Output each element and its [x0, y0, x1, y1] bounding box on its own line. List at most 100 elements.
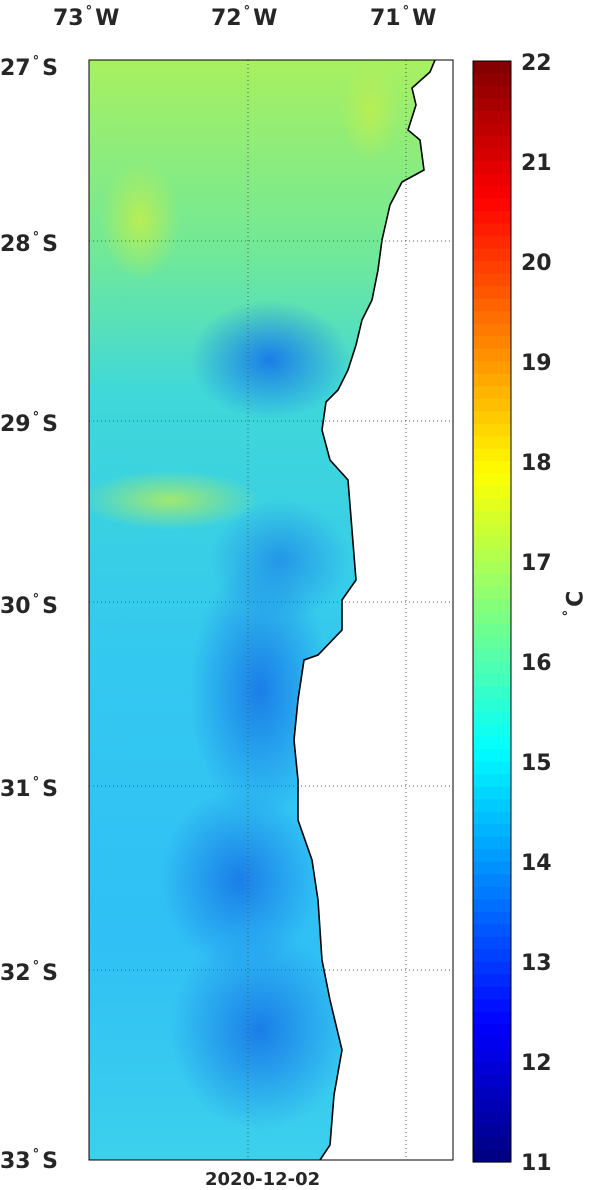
colorbar-step — [473, 586, 511, 600]
colorbar-step — [473, 974, 511, 988]
colorbar-step — [473, 361, 511, 375]
colorbar-step — [473, 661, 511, 675]
colorbar-step — [473, 749, 511, 763]
colorbar-step — [473, 411, 511, 425]
colorbar-step — [473, 236, 511, 250]
lat-label: 33 ° S — [0, 1147, 58, 1174]
colorbar-step — [473, 1074, 511, 1088]
map-date: 2020-12-02 — [205, 1169, 321, 1190]
colorbar-step — [473, 1011, 511, 1025]
colorbar-step — [473, 173, 511, 187]
colorbar-step — [473, 286, 511, 300]
colorbar-step — [473, 336, 511, 350]
lon-label: 72 ° W — [211, 4, 278, 31]
colorbar-step — [473, 111, 511, 125]
colorbar-tick: 20 — [521, 251, 552, 276]
colorbar-step — [473, 1049, 511, 1063]
colorbar-step — [473, 924, 511, 938]
colorbar-step — [473, 461, 511, 475]
colorbar-step — [473, 861, 511, 875]
colorbar-step — [473, 686, 511, 700]
colorbar-step — [473, 799, 511, 813]
colorbar-tick: 18 — [521, 451, 552, 476]
colorbar-step — [473, 548, 511, 563]
colorbar-tick: 11 — [521, 1151, 552, 1176]
colorbar-step — [473, 1024, 511, 1038]
colorbar-tick: 19 — [521, 351, 552, 376]
colorbar-step — [473, 161, 511, 175]
colorbar-step — [473, 423, 511, 437]
colorbar-step — [473, 1124, 511, 1138]
colorbar-step — [473, 123, 511, 137]
colorbar-step — [473, 786, 511, 800]
colorbar-step — [473, 1111, 511, 1126]
colorbar-step — [473, 911, 511, 925]
colorbar-tick: 13 — [521, 951, 552, 976]
colorbar-step — [473, 736, 511, 750]
colorbar-step — [473, 1036, 511, 1050]
colorbar-step — [473, 373, 511, 387]
colorbar-step — [473, 523, 511, 538]
colorbar-step — [473, 448, 511, 462]
colorbar-tick: 22 — [521, 51, 552, 76]
colorbar-step — [473, 899, 511, 913]
lat-label: 32 ° S — [0, 959, 58, 986]
colorbar-step — [473, 886, 511, 900]
colorbar-tick: 17 — [521, 551, 552, 576]
colorbar-step — [473, 436, 511, 450]
colorbar-step — [473, 999, 511, 1013]
colorbar-step — [473, 611, 511, 625]
colorbar-step — [473, 73, 511, 87]
colorbar-step — [473, 774, 511, 788]
colorbar-tick: 21 — [521, 151, 552, 176]
colorbar-step — [473, 636, 511, 650]
colorbar-step — [473, 386, 511, 400]
lon-label: 73 ° W — [53, 4, 120, 31]
colorbar-step — [473, 949, 511, 963]
colorbar-step — [473, 61, 511, 75]
colorbar-step — [473, 1099, 511, 1113]
colorbar-step — [473, 311, 511, 325]
colorbar-step — [473, 1061, 511, 1076]
colorbar-step — [473, 298, 511, 312]
colorbar-step — [473, 98, 511, 112]
colorbar-step — [473, 86, 511, 100]
colorbar-step — [473, 761, 511, 775]
colorbar-step — [473, 198, 511, 212]
colorbar-step — [473, 836, 511, 850]
colorbar-step — [473, 561, 511, 575]
lat-label: 29 ° S — [0, 410, 58, 437]
lat-label: 28 ° S — [0, 230, 58, 257]
colorbar-step — [473, 724, 511, 738]
colorbar-step — [473, 824, 511, 838]
colorbar-step — [473, 211, 511, 225]
colorbar-step — [473, 811, 511, 825]
colorbar-step — [473, 536, 511, 550]
colorbar-tick: 15 — [521, 751, 552, 776]
colorbar-step — [473, 273, 511, 287]
colorbar-step — [473, 398, 511, 412]
colorbar-step — [473, 699, 511, 713]
lat-label: 27 ° S — [0, 54, 58, 81]
colorbar-step — [473, 261, 511, 275]
colorbar-tick: 14 — [521, 851, 552, 876]
colorbar-step — [473, 186, 511, 200]
colorbar-step — [473, 248, 511, 262]
colorbar-step — [473, 849, 511, 863]
colorbar-step — [473, 1136, 511, 1151]
colorbar-step — [473, 323, 511, 337]
colorbar-step — [473, 511, 511, 525]
colorbar-step — [473, 874, 511, 888]
colorbar-step — [473, 936, 511, 950]
colorbar-step — [473, 473, 511, 487]
colorbar-step — [473, 674, 511, 688]
colorbar-step — [473, 961, 511, 975]
lat-label: 30 ° S — [0, 592, 58, 619]
colorbar-step — [473, 486, 511, 500]
colorbar-step — [473, 649, 511, 663]
colorbar-step — [473, 148, 511, 162]
colorbar-step — [473, 498, 511, 513]
colorbar-tick: 12 — [521, 1051, 552, 1076]
colorbar-step — [473, 223, 511, 237]
